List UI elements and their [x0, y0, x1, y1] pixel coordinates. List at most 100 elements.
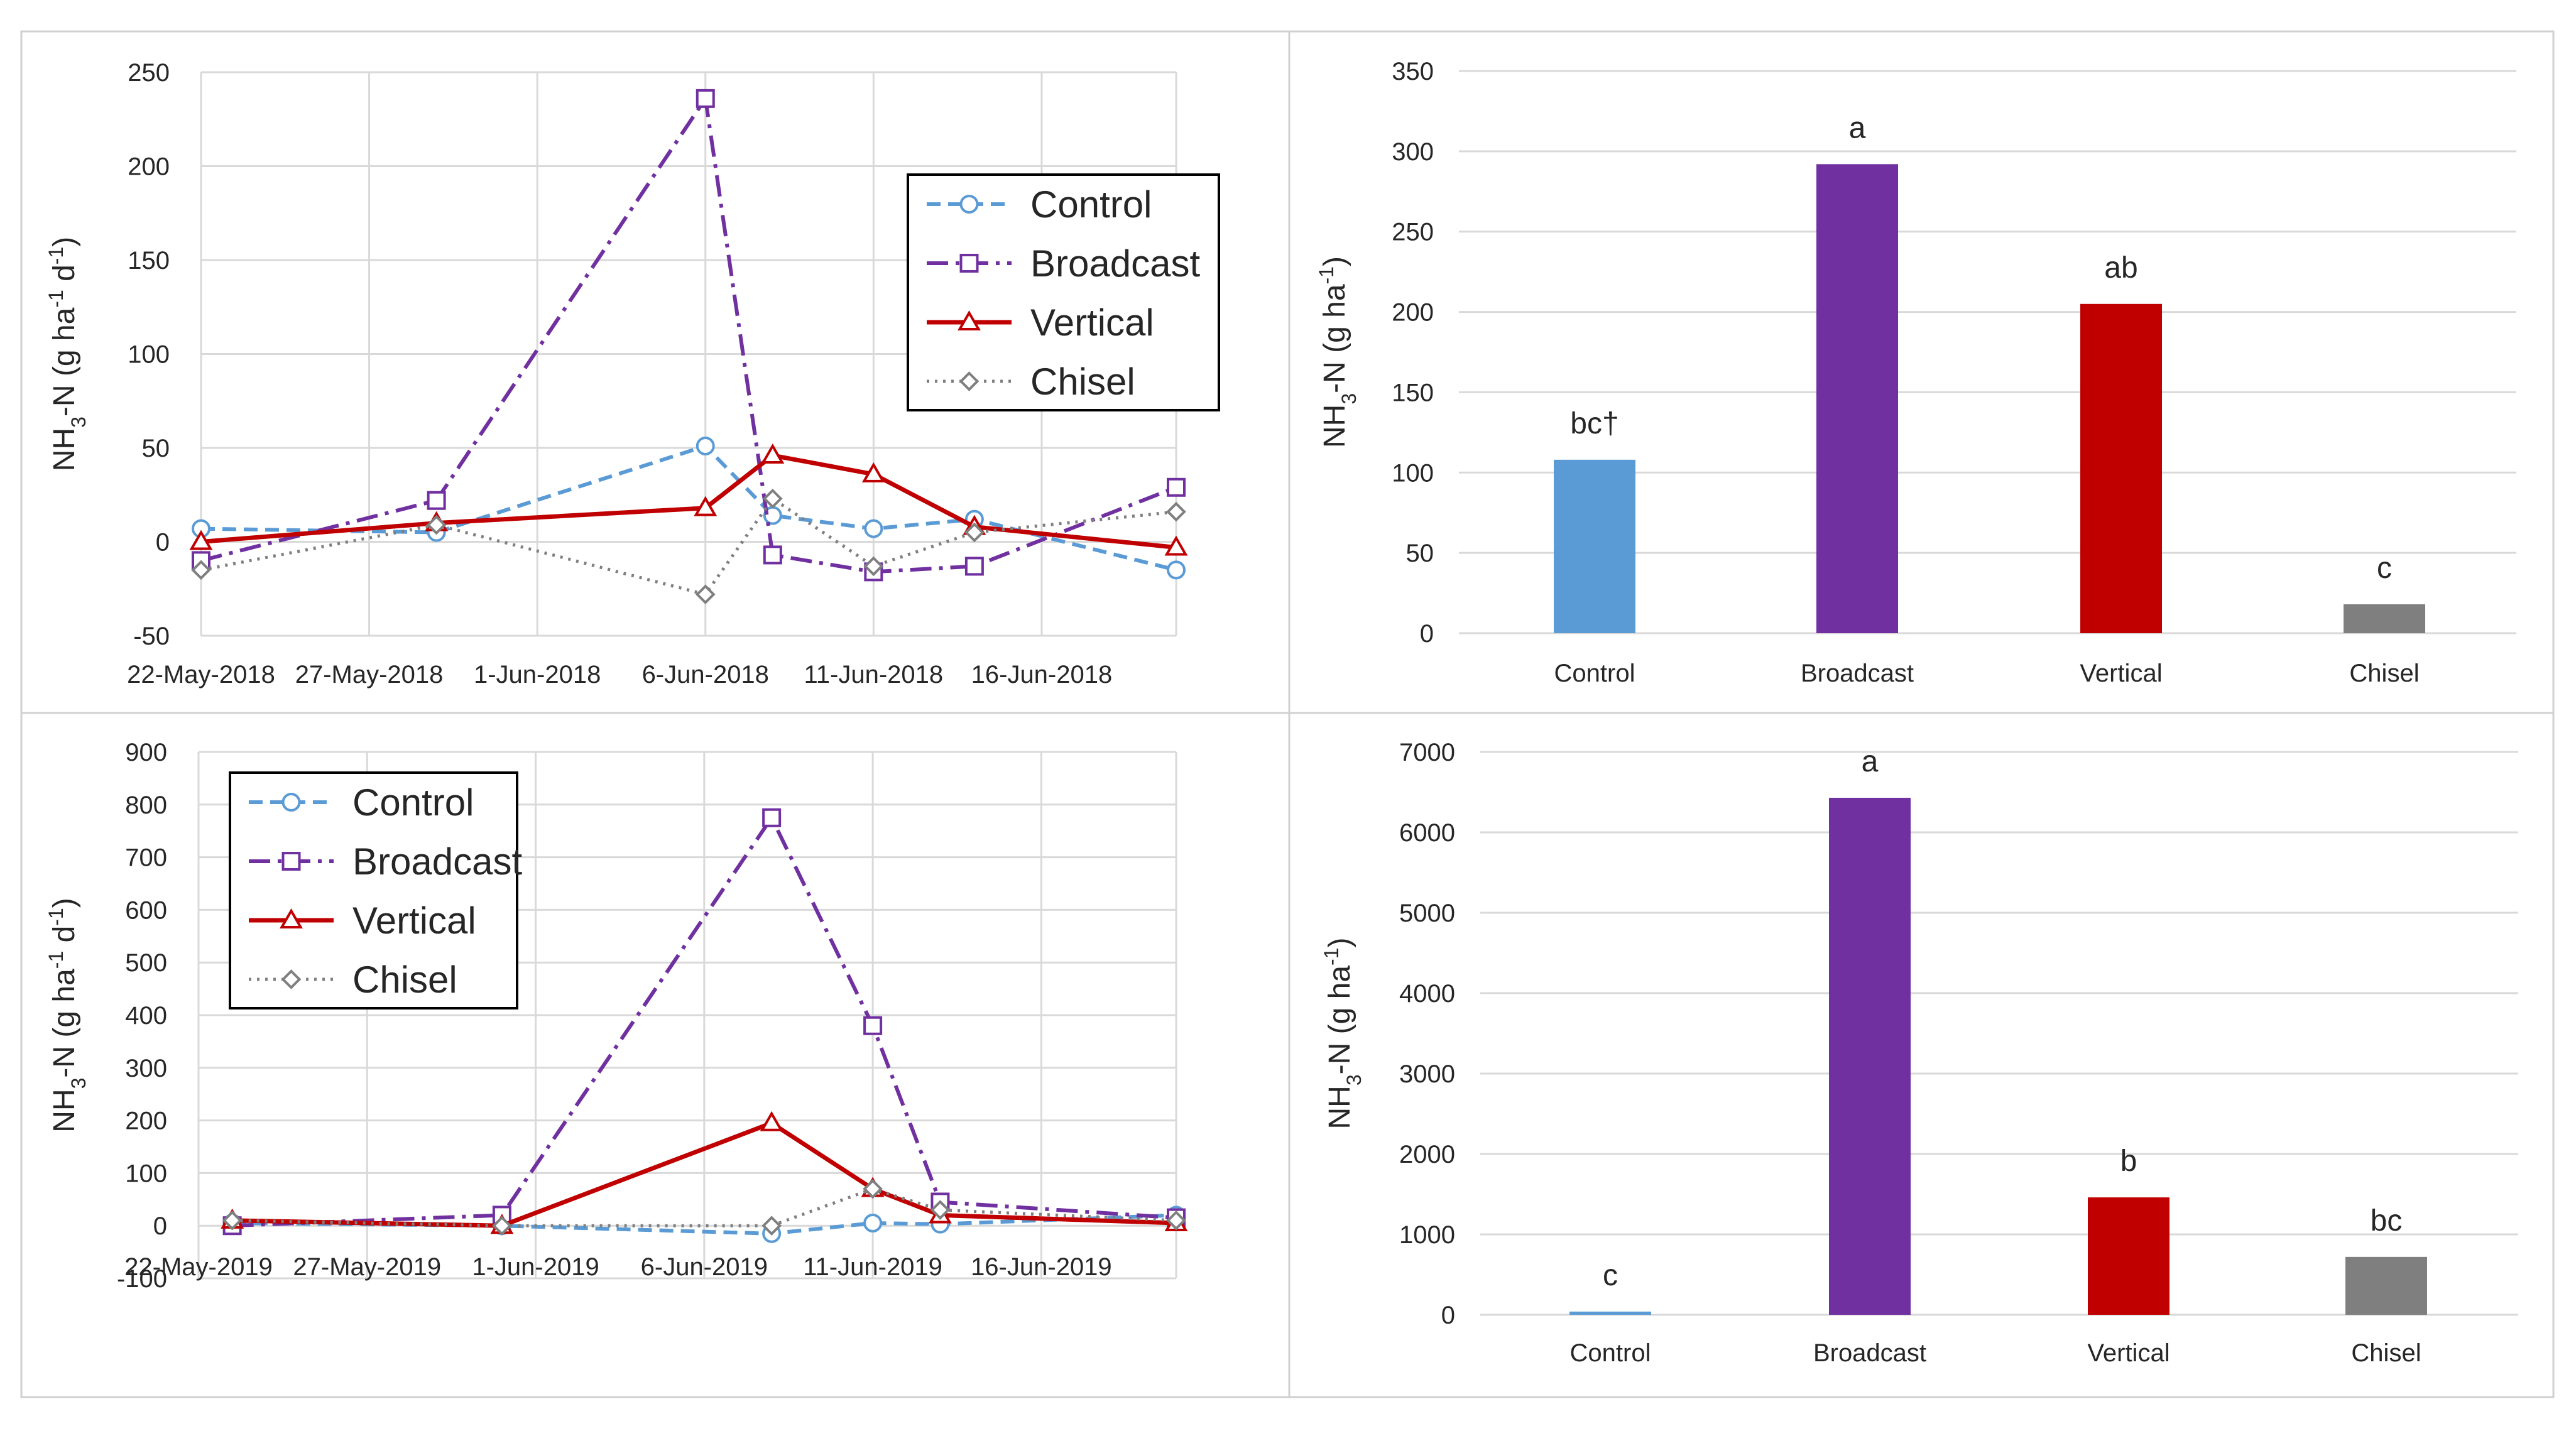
legend-marker-control [281, 793, 301, 812]
data-point-chisel [1166, 1210, 1186, 1231]
y-axis-title-part: NH [48, 428, 81, 471]
y-axis-title-part: d [48, 264, 81, 290]
data-point-chisel [761, 1216, 782, 1236]
y-axis-title-part: -1 [45, 290, 67, 307]
x-tick-label: 6-Jun-2018 [642, 661, 769, 688]
significance-letter-vertical: b [2120, 1145, 2137, 1178]
y-axis-title-part: 3 [67, 416, 90, 428]
bar-control [1554, 459, 1635, 633]
y-axis-title-part: ) [1318, 256, 1351, 266]
y-tick-label: 200 [128, 153, 170, 181]
y-axis-title-part: -1 [1315, 266, 1338, 284]
y-tick-label: 700 [125, 844, 167, 872]
x-tick-label-broadcast: Broadcast [1813, 1339, 1926, 1367]
bar-chart-2018: 350 300 250 200 150 100 50 0 NH3-N (g ha-1) bc† Co… [1315, 58, 2516, 687]
legend-marker-chisel [959, 371, 980, 391]
y-axis-title-part: -1 [45, 908, 67, 925]
data-point-chisel [863, 556, 884, 577]
legend-label-control: Control [1030, 183, 1152, 226]
legend-marker-broadcast [281, 852, 301, 871]
x-tick-label: 27-May-2018 [295, 661, 444, 688]
x-tick-label: 27-May-2019 [293, 1253, 441, 1281]
y-tick-label: 800 [125, 792, 167, 819]
significance-letter-broadcast: a [1862, 745, 1879, 778]
x-tick-label-chisel: Chisel [2351, 1339, 2421, 1367]
legend-label-chisel: Chisel [352, 959, 457, 1001]
bar-control [1569, 1311, 1651, 1315]
line-chart-2019: 900 800 700 600 500 400 300 200 100 0 -10022-May-2… [45, 739, 1188, 1293]
bar-chisel [2345, 1256, 2427, 1315]
y-tick-label: 0 [156, 529, 170, 557]
y-tick-label: 3000 [1399, 1060, 1455, 1088]
legend-label-vertical: Vertical [352, 900, 476, 942]
data-point-chisel [695, 584, 716, 605]
y-tick-label: 500 [125, 949, 167, 977]
y-tick-label: 2000 [1399, 1141, 1455, 1168]
x-tick-label-vertical: Vertical [2080, 660, 2162, 687]
significance-letter-chisel: c [2377, 552, 2392, 585]
data-point-chisel [426, 514, 447, 535]
y-tick-label: 100 [125, 1160, 167, 1187]
significance-letter-control: bc† [1570, 407, 1618, 440]
bar-broadcast [1816, 164, 1898, 633]
y-tick-label: 5000 [1399, 900, 1455, 927]
line-chart-2018: 250 200 150 100 50 0 -50 22-May-2018 27-May-2018… [45, 59, 1220, 688]
legend-marker-control [959, 195, 979, 214]
y-axis-title-part: ) [48, 898, 81, 908]
y-tick-label: 150 [128, 247, 170, 275]
data-point-broadcast [763, 545, 782, 565]
y-tick-label: 250 [1392, 219, 1434, 246]
y-tick-label: 0 [1441, 1302, 1455, 1329]
data-point-vertical [861, 462, 885, 482]
bar-chart-2019: 7000 6000 5000 4000 3000 2000 1000 0 NH3-N (g ha… [1320, 739, 2518, 1367]
data-point-vertical [761, 443, 785, 464]
legend-marker-vertical [280, 908, 303, 928]
data-point-control [863, 1214, 883, 1233]
y-tick-label: 0 [1420, 620, 1434, 648]
legend-label-broadcast: Broadcast [352, 841, 522, 883]
y-axis-title-part: -N (g ha [48, 307, 81, 416]
bar-chisel [2344, 604, 2425, 633]
y-tick-label: 300 [125, 1055, 167, 1082]
figure-border [20, 30, 2555, 1398]
y-axis-title-part: NH [1323, 1085, 1356, 1129]
data-point-chisel [1166, 501, 1186, 522]
y-tick-label: 150 [1392, 379, 1434, 406]
x-tick-label: 22-May-2019 [124, 1253, 273, 1281]
y-axis-title-part: -1 [45, 247, 67, 264]
series-line-broadcast [232, 815, 1177, 1228]
legend-label-broadcast: Broadcast [1030, 242, 1200, 285]
data-point-control [864, 519, 883, 538]
x-tick-label: 11-Jun-2019 [803, 1253, 942, 1281]
y-axis-title-part: NH [1318, 405, 1351, 448]
legend-label-control: Control [352, 781, 474, 824]
significance-letter-vertical: ab [2104, 251, 2137, 285]
data-point-broadcast [964, 557, 984, 576]
y-axis-title-part: ) [48, 237, 81, 247]
y-axis-title-part: -N (g ha [1318, 284, 1351, 393]
legend-marker-vertical [958, 310, 981, 330]
y-tick-label: 100 [128, 341, 170, 369]
y-tick-label: 900 [125, 739, 167, 766]
y-tick-label: 600 [125, 896, 167, 924]
y-tick-label: 100 [1392, 459, 1434, 487]
x-tick-label-control: Control [1554, 660, 1635, 687]
y-axis-title-part: -N (g ha [1323, 966, 1356, 1075]
x-tick-label: 1-Jun-2018 [474, 661, 601, 688]
legend-marker-broadcast [959, 254, 979, 273]
significance-letter-chisel: bc [2371, 1204, 2403, 1238]
y-tick-label: 4000 [1399, 980, 1455, 1008]
y-axis-title-part: d [48, 926, 81, 951]
y-tick-label: 200 [1392, 299, 1434, 327]
bar-vertical [2080, 303, 2162, 633]
y-tick-label: 350 [1392, 58, 1434, 85]
data-point-chisel [964, 522, 985, 543]
y-tick-label: -100 [117, 1265, 167, 1293]
data-point-chisel [930, 1200, 951, 1220]
y-axis-title-part: ) [1323, 938, 1356, 948]
y-tick-label: 0 [153, 1212, 167, 1240]
y-axis-title: NH3-N (g ha-1 d-1) [45, 237, 90, 471]
data-point-broadcast [696, 89, 715, 108]
series-line-vertical [232, 1121, 1177, 1228]
data-point-broadcast [1167, 477, 1186, 497]
